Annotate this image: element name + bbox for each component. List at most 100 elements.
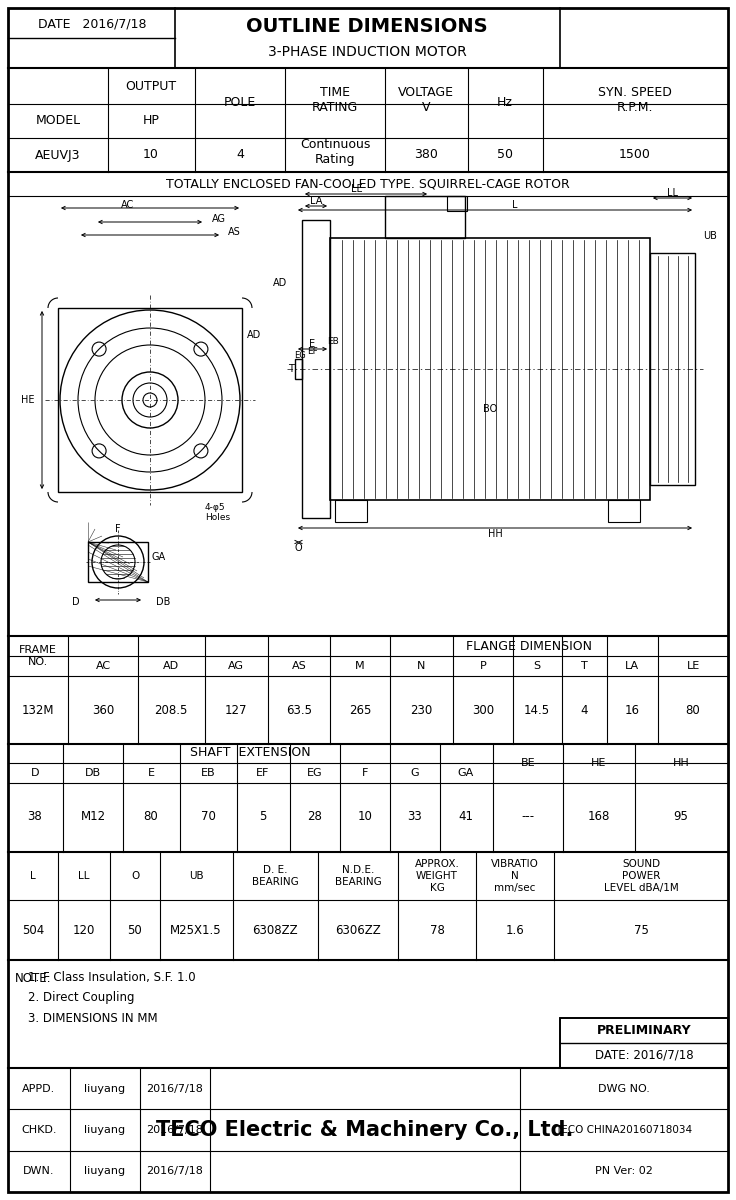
Text: UB: UB <box>188 871 203 881</box>
Text: 2016/7/18: 2016/7/18 <box>146 1166 203 1176</box>
Text: 50: 50 <box>497 149 513 162</box>
Text: LL: LL <box>78 871 90 881</box>
Text: 504: 504 <box>22 924 44 936</box>
Text: AD: AD <box>247 330 261 340</box>
Text: 10: 10 <box>358 810 372 823</box>
Text: liuyang: liuyang <box>85 1166 126 1176</box>
Text: APPD.: APPD. <box>22 1084 56 1093</box>
Text: PRELIMINARY: PRELIMINARY <box>597 1024 691 1037</box>
Text: DB: DB <box>156 596 170 607</box>
Text: AD: AD <box>273 278 287 288</box>
Text: 380: 380 <box>414 149 438 162</box>
Text: 78: 78 <box>430 924 445 936</box>
Text: 300: 300 <box>472 703 494 716</box>
Bar <box>58 308 242 492</box>
Text: G: G <box>411 768 420 778</box>
Text: 208.5: 208.5 <box>155 703 188 716</box>
Text: 4-φ5: 4-φ5 <box>205 504 226 512</box>
Text: D: D <box>31 768 39 778</box>
Text: UB: UB <box>703 230 717 241</box>
Text: LE: LE <box>351 184 363 194</box>
Text: M12: M12 <box>80 810 105 823</box>
Text: BO: BO <box>483 404 497 414</box>
Text: HH: HH <box>488 529 503 539</box>
Text: 41: 41 <box>459 810 473 823</box>
Bar <box>335 500 367 522</box>
Text: 2016/7/18: 2016/7/18 <box>146 1084 203 1093</box>
Text: DATE: 2016/7/18: DATE: 2016/7/18 <box>595 1049 693 1062</box>
Text: F: F <box>362 768 368 778</box>
Text: AEUVJ3: AEUVJ3 <box>35 149 81 162</box>
Text: 1.6: 1.6 <box>506 924 524 936</box>
Text: E: E <box>147 768 155 778</box>
Text: TECO CHINA20160718034: TECO CHINA20160718034 <box>556 1126 693 1135</box>
Text: 70: 70 <box>201 810 216 823</box>
Text: SHAFT  EXTENSION: SHAFT EXTENSION <box>190 746 311 760</box>
Text: 16: 16 <box>625 703 640 716</box>
Text: D: D <box>72 596 80 607</box>
Text: 80: 80 <box>144 810 158 823</box>
Text: 50: 50 <box>127 924 142 936</box>
Circle shape <box>101 545 135 578</box>
Text: AD: AD <box>163 661 179 671</box>
Text: POLE: POLE <box>224 96 256 109</box>
Text: 127: 127 <box>224 703 247 716</box>
Bar <box>447 196 467 211</box>
Text: HH: HH <box>673 758 690 768</box>
Text: 3. DIMENSIONS IN MM: 3. DIMENSIONS IN MM <box>28 1012 158 1025</box>
Text: AS: AS <box>291 661 306 671</box>
Text: ---: --- <box>521 810 534 823</box>
Text: 4: 4 <box>236 149 244 162</box>
Text: N: N <box>417 661 425 671</box>
Bar <box>385 196 465 238</box>
Text: 14.5: 14.5 <box>524 703 550 716</box>
Text: 1. F Class Insulation, S.F. 1.0: 1. F Class Insulation, S.F. 1.0 <box>28 972 196 984</box>
Text: EG: EG <box>294 350 306 360</box>
Text: 38: 38 <box>28 810 43 823</box>
Text: NOTE:: NOTE: <box>15 972 52 984</box>
Text: 63.5: 63.5 <box>286 703 312 716</box>
Text: AC: AC <box>121 200 135 210</box>
Text: EF: EF <box>308 347 319 355</box>
Text: VOLTAGE
V: VOLTAGE V <box>398 86 454 114</box>
Text: 10: 10 <box>143 149 159 162</box>
Text: O: O <box>131 871 139 881</box>
Text: 6306ZZ: 6306ZZ <box>335 924 381 936</box>
Text: 230: 230 <box>410 703 432 716</box>
Text: T: T <box>288 364 294 374</box>
Text: LL: LL <box>667 188 678 198</box>
Text: T: T <box>581 661 587 671</box>
Text: EG: EG <box>307 768 323 778</box>
Text: GA: GA <box>152 552 166 562</box>
Text: 5: 5 <box>259 810 266 823</box>
Text: 6308ZZ: 6308ZZ <box>252 924 298 936</box>
Text: SOUND
POWER
LEVEL dBA/1M: SOUND POWER LEVEL dBA/1M <box>604 859 679 893</box>
Text: 120: 120 <box>73 924 95 936</box>
Text: DB: DB <box>85 768 101 778</box>
Text: liuyang: liuyang <box>85 1084 126 1093</box>
Text: GA: GA <box>458 768 474 778</box>
Text: 168: 168 <box>588 810 610 823</box>
Text: F: F <box>116 524 121 534</box>
Text: OUTPUT: OUTPUT <box>125 79 177 92</box>
Text: LA: LA <box>310 196 322 206</box>
Bar <box>88 542 148 582</box>
Text: LA: LA <box>625 661 639 671</box>
Text: O: O <box>294 542 302 553</box>
Text: EB: EB <box>327 336 339 346</box>
Text: EB: EB <box>201 768 216 778</box>
Text: 75: 75 <box>634 924 648 936</box>
Text: DATE   2016/7/18: DATE 2016/7/18 <box>38 18 146 30</box>
Text: APPROX.
WEIGHT
KG: APPROX. WEIGHT KG <box>414 859 459 893</box>
Text: OUTLINE DIMENSIONS: OUTLINE DIMENSIONS <box>246 18 488 36</box>
Text: TIME
RATING: TIME RATING <box>312 86 358 114</box>
Text: HE: HE <box>591 758 606 768</box>
Bar <box>560 1018 728 1068</box>
Text: DWG NO.: DWG NO. <box>598 1084 650 1093</box>
Bar <box>650 253 695 485</box>
Text: TECO Electric & Machinery Co., Ltd.: TECO Electric & Machinery Co., Ltd. <box>156 1120 573 1140</box>
Text: VIBRATIO
N
mm/sec: VIBRATIO N mm/sec <box>491 859 539 893</box>
Text: 4: 4 <box>580 703 588 716</box>
Bar <box>560 1018 728 1068</box>
Bar <box>302 220 330 518</box>
